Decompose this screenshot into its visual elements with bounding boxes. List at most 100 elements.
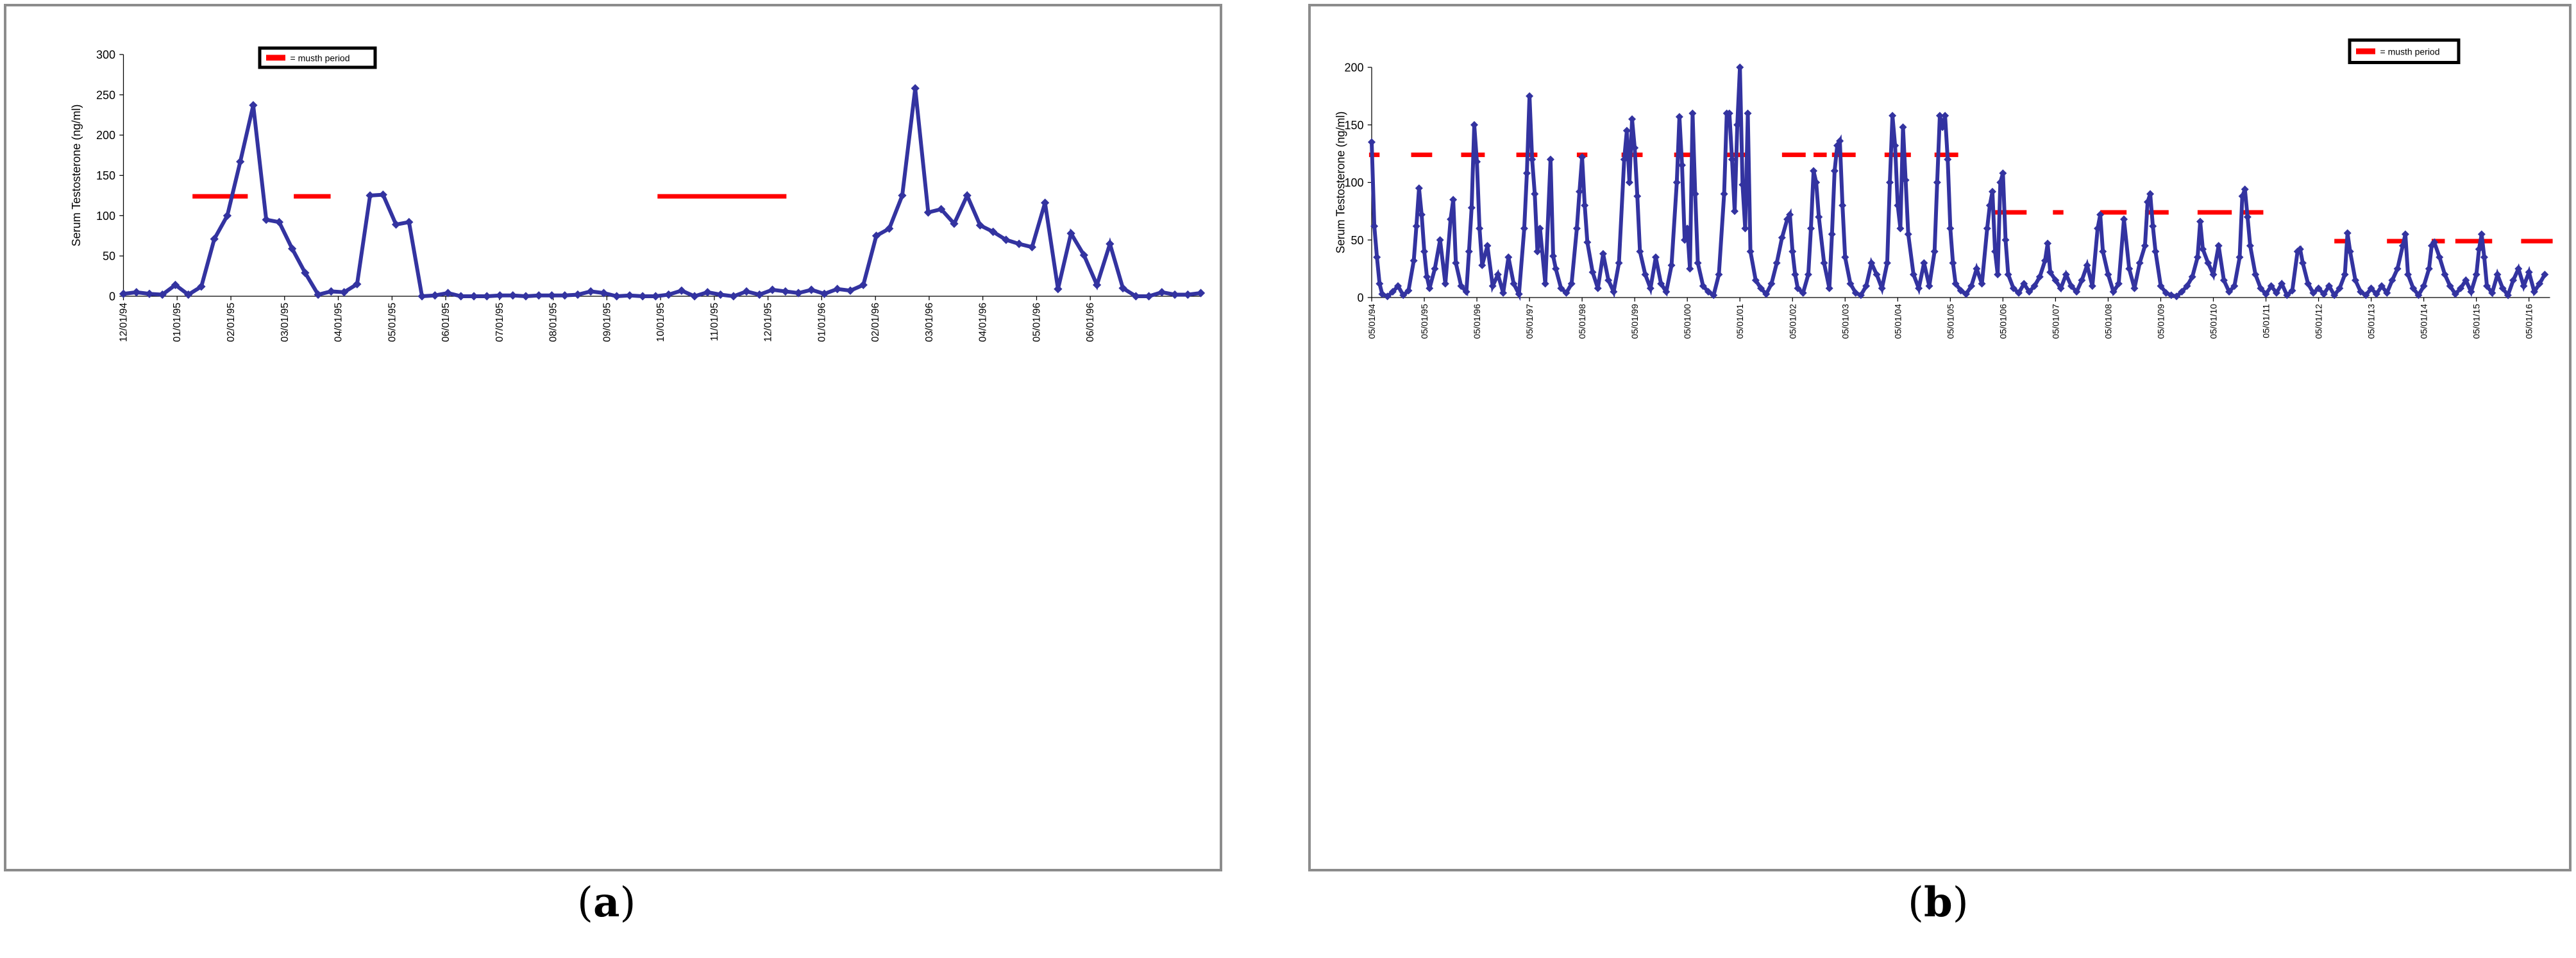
data-point-marker bbox=[2530, 288, 2538, 296]
data-point-marker bbox=[391, 220, 401, 229]
data-point-marker bbox=[975, 221, 985, 230]
data-point-marker bbox=[119, 289, 128, 298]
data-point-marker bbox=[2009, 284, 2017, 292]
musth-period-bar bbox=[1884, 152, 1911, 157]
data-point-marker bbox=[2099, 248, 2107, 256]
data-point-marker bbox=[2044, 239, 2052, 248]
data-point-marker bbox=[171, 280, 180, 290]
data-point-marker bbox=[1567, 280, 1576, 288]
data-point-marker bbox=[1467, 203, 1476, 212]
data-point-marker bbox=[1079, 251, 1088, 260]
data-point-marker bbox=[2262, 290, 2270, 298]
data-point-marker bbox=[2114, 280, 2123, 288]
data-point-marker bbox=[1883, 259, 1891, 267]
musth-period-bar bbox=[2387, 239, 2405, 244]
data-point-marker bbox=[2398, 242, 2407, 250]
data-point-marker bbox=[1789, 248, 1797, 256]
data-point-marker bbox=[236, 157, 245, 166]
data-point-marker bbox=[1762, 290, 1771, 298]
data-point-marker bbox=[820, 289, 829, 298]
data-point-marker bbox=[2425, 265, 2433, 273]
data-point-marker bbox=[1688, 109, 1697, 117]
data-point-marker bbox=[2362, 291, 2370, 299]
data-point-marker bbox=[1170, 290, 1179, 299]
data-point-marker bbox=[262, 215, 271, 224]
musth-period-bar bbox=[2144, 210, 2169, 215]
data-point-marker bbox=[1736, 63, 1744, 72]
y-axis-title: Serum Testosterone (ng/ml) bbox=[1334, 112, 1347, 254]
data-point-marker bbox=[963, 191, 972, 200]
data-point-marker bbox=[1636, 248, 1644, 256]
musth-period-bar bbox=[2197, 210, 2232, 215]
y-tick-label: 50 bbox=[1351, 234, 1363, 247]
data-point-marker bbox=[1499, 289, 1508, 297]
data-point-marker bbox=[1728, 155, 1736, 164]
caption-b: (b) bbox=[1908, 878, 1969, 927]
x-tick-label: 04/01/96 bbox=[978, 303, 989, 342]
data-point-marker bbox=[2252, 271, 2260, 279]
data-point-marker bbox=[2241, 185, 2249, 194]
y-tick-label: 100 bbox=[1344, 176, 1363, 189]
musth-period-bar bbox=[1674, 152, 1696, 157]
data-point-marker bbox=[871, 231, 881, 240]
data-point-marker bbox=[1825, 284, 1833, 292]
x-tick-label: 10/01/95 bbox=[655, 303, 666, 342]
musth-period-bar bbox=[2100, 210, 2127, 215]
chart-b-group: 0 50 100 150 200 Serum Testosterone (ng/ml) 05… bbox=[1334, 38, 2553, 339]
data-point-marker bbox=[2304, 280, 2312, 288]
data-point-marker bbox=[534, 291, 543, 300]
data-point-marker bbox=[2451, 290, 2459, 298]
caption-a-letter: a bbox=[593, 878, 620, 927]
chart-panel-b: 0 50 100 150 200 Serum Testosterone (ng/ml) 05… bbox=[1308, 4, 2572, 871]
data-point-marker bbox=[1533, 248, 1542, 256]
data-point-marker bbox=[1935, 112, 1944, 120]
data-point-marker bbox=[2199, 245, 2207, 253]
data-point-marker bbox=[482, 292, 491, 301]
y-tick-label: 0 bbox=[1357, 292, 1363, 305]
data-point-marker bbox=[1967, 282, 1976, 290]
chart-a-group: 0 50 100 150 200 250 300 Serum Testosterone (ng… bbox=[70, 46, 1206, 342]
data-point-marker bbox=[1633, 192, 1642, 201]
data-point-marker bbox=[2096, 210, 2105, 219]
data-point-marker bbox=[1662, 288, 1671, 296]
data-point-marker bbox=[2367, 284, 2375, 292]
x-tick-label: 05/01/97 bbox=[1524, 304, 1535, 339]
data-point-marker bbox=[2025, 288, 2033, 296]
data-point-marker bbox=[1720, 190, 1728, 198]
data-point-marker bbox=[1704, 288, 1713, 296]
data-point-marker bbox=[2030, 282, 2039, 290]
data-point-marker bbox=[2120, 215, 2128, 223]
data-point-marker bbox=[1515, 290, 1523, 298]
data-point-marker bbox=[1672, 178, 1681, 187]
data-point-marker bbox=[1949, 259, 1957, 267]
legend-musth-swatch bbox=[2356, 48, 2375, 55]
x-tick-label: 06/01/96 bbox=[1085, 303, 1096, 342]
data-point-marker bbox=[1378, 290, 1386, 298]
musth-period-bar bbox=[1781, 152, 1806, 157]
data-point-marker bbox=[1417, 210, 1426, 219]
data-point-marker bbox=[1991, 248, 1999, 256]
data-point-marker bbox=[1820, 259, 1828, 267]
data-point-marker bbox=[1951, 280, 1960, 288]
data-point-marker bbox=[1856, 291, 1865, 299]
data-point-marker bbox=[1657, 280, 1665, 288]
data-point-marker bbox=[2183, 282, 2191, 290]
data-point-marker bbox=[1675, 113, 1683, 121]
data-point-marker bbox=[1757, 284, 1765, 292]
caption-a: (a) bbox=[577, 878, 636, 927]
data-point-marker bbox=[1002, 235, 1011, 244]
y-tick-label: 100 bbox=[96, 210, 115, 223]
data-point-marker bbox=[1741, 224, 1749, 233]
x-tick-label: 05/01/09 bbox=[2155, 304, 2166, 339]
data-point-marker bbox=[1415, 184, 1423, 192]
data-point-marker bbox=[353, 280, 362, 289]
x-tick-label: 05/01/07 bbox=[2050, 304, 2060, 339]
data-point-marker bbox=[2125, 265, 2134, 273]
data-point-marker bbox=[1941, 112, 1949, 120]
data-point-marker bbox=[1549, 252, 1558, 260]
data-point-marker bbox=[1641, 271, 1649, 279]
data-point-marker bbox=[2457, 284, 2465, 292]
testosterone-series-line bbox=[1370, 67, 2547, 301]
data-point-marker bbox=[1930, 248, 1939, 256]
x-tick-label: 05/01/00 bbox=[1682, 304, 1692, 339]
